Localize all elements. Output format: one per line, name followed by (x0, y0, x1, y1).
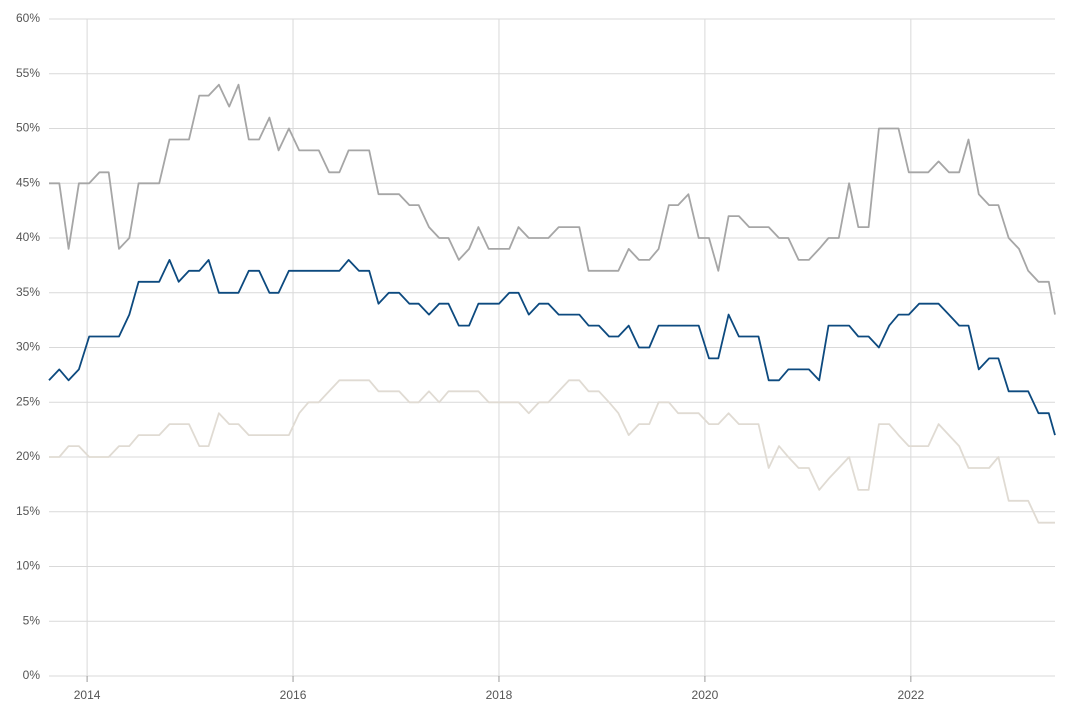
series-line (48, 259, 1056, 436)
y-tick-label: 45% (16, 175, 40, 189)
y-tick-label: 55% (16, 66, 40, 80)
y-tick-label: 5% (23, 613, 41, 627)
x-tick-label: 2018 (486, 688, 513, 702)
x-tick-label: 2022 (897, 688, 924, 702)
x-tick-label: 2014 (74, 688, 101, 702)
y-tick-label: 10% (16, 559, 40, 573)
series-line (49, 379, 1055, 524)
y-tick-label: 60% (16, 11, 40, 25)
y-tick-label: 35% (16, 285, 40, 299)
x-tick-label: 2016 (280, 688, 307, 702)
x-tick-label: 2020 (692, 688, 719, 702)
y-tick-label: 20% (16, 449, 40, 463)
y-tick-label: 30% (16, 340, 40, 354)
series-line (49, 83, 1056, 315)
y-tick-label: 40% (16, 230, 40, 244)
y-tick-label: 0% (23, 668, 41, 682)
y-tick-label: 15% (16, 504, 40, 518)
y-tick-label: 50% (16, 121, 40, 135)
y-tick-label: 25% (16, 394, 40, 408)
